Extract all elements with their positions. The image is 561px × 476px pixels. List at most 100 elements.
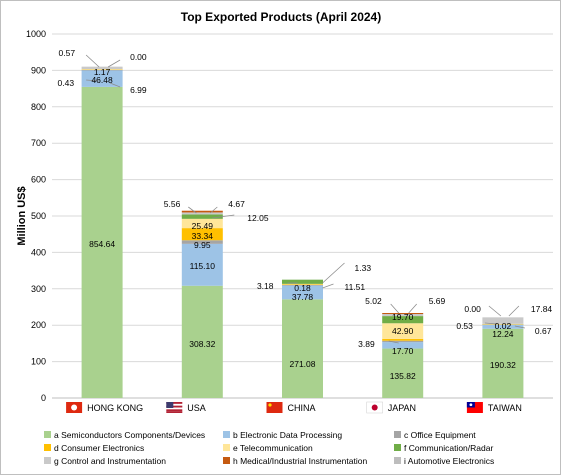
legend-label: b Electronic Data Processing xyxy=(233,430,342,440)
leader-line xyxy=(188,206,197,214)
bar-segment xyxy=(382,314,424,317)
bar-segment xyxy=(482,328,524,398)
y-tick-label: 100 xyxy=(31,357,46,367)
bar-segment xyxy=(181,228,223,241)
legend-label: g Control and Instrumentation xyxy=(54,456,166,466)
bar-segment xyxy=(282,279,323,284)
leader-line xyxy=(408,303,417,314)
data-label: 0.00 xyxy=(464,304,481,314)
us-flag-icon xyxy=(166,402,183,413)
jp-flag-icon xyxy=(366,401,383,414)
leader-line xyxy=(388,340,399,344)
tw-flag-icon xyxy=(466,402,483,413)
leader-line xyxy=(212,214,235,219)
y-tick-label: 500 xyxy=(31,211,46,221)
leader-line xyxy=(488,305,502,317)
bar-segment xyxy=(382,338,424,341)
data-label: 854.64 xyxy=(89,239,115,249)
bar-segment xyxy=(81,69,123,71)
cn-flag-icon xyxy=(266,402,283,413)
bar-segment xyxy=(482,323,524,325)
bar-segment xyxy=(382,312,424,315)
leader-line xyxy=(109,82,121,88)
leader-line xyxy=(514,325,525,329)
bar-segment xyxy=(482,324,524,329)
leader-line xyxy=(322,262,345,284)
bar-segment xyxy=(382,316,424,324)
legend-swatch xyxy=(223,457,230,464)
y-tick-label: 700 xyxy=(31,138,46,148)
leader-line xyxy=(390,303,399,314)
leader-line xyxy=(508,305,520,317)
data-label: 115.10 xyxy=(190,261,216,271)
data-label: 0.67 xyxy=(535,326,552,336)
bar-segment xyxy=(282,283,323,285)
legend-swatch xyxy=(394,457,401,464)
data-label: 9.95 xyxy=(194,240,211,250)
data-label: 190.32 xyxy=(490,360,516,370)
bar-segment xyxy=(81,86,123,398)
y-tick-label: 900 xyxy=(31,65,46,75)
data-label: 308.32 xyxy=(189,339,215,349)
bar-segment xyxy=(81,69,123,70)
data-label: 4.67 xyxy=(228,199,245,209)
data-label: 3.18 xyxy=(257,281,274,291)
data-label: 6.99 xyxy=(130,85,147,95)
bar-segment xyxy=(282,284,323,285)
data-label: 3.89 xyxy=(358,339,375,349)
data-label: 25.49 xyxy=(192,221,214,231)
legend-swatch xyxy=(394,444,401,451)
data-label: 0.57 xyxy=(59,48,76,58)
data-label: 33.34 xyxy=(192,231,214,241)
bar-segment xyxy=(382,340,424,343)
data-label: 17.84 xyxy=(531,304,553,314)
y-tick-label: 1000 xyxy=(26,29,46,39)
y-tick-label: 400 xyxy=(31,247,46,257)
bar-segment xyxy=(181,210,223,213)
leader-line xyxy=(85,54,100,68)
bar-segment xyxy=(181,218,223,229)
data-label: 1.17 xyxy=(94,67,111,77)
legend-swatch xyxy=(223,444,230,451)
chart-title: Top Exported Products (April 2024) xyxy=(181,10,381,24)
bar-segment xyxy=(81,69,123,87)
y-axis-label: Million US$ xyxy=(16,186,28,245)
bar-segment xyxy=(482,317,524,324)
x-tick-label: JAPAN xyxy=(388,403,416,413)
y-tick-label: 200 xyxy=(31,320,46,330)
y-tick-label: 800 xyxy=(31,102,46,112)
legend-swatch xyxy=(223,431,230,438)
x-tick-label: TAIWAN xyxy=(488,403,522,413)
bar-segment xyxy=(181,214,223,219)
data-label: 19.70 xyxy=(392,312,414,322)
leader-line xyxy=(86,79,100,82)
data-label: 0.02 xyxy=(495,321,512,331)
bar-segment xyxy=(81,66,123,70)
data-label: 5.56 xyxy=(164,199,181,209)
legend-label: c Office Equipment xyxy=(404,430,476,440)
leader-line xyxy=(322,283,334,289)
legend-swatch xyxy=(44,431,51,438)
legend-swatch xyxy=(44,444,51,451)
data-label: 12.05 xyxy=(247,213,269,223)
x-tick-label: CHINA xyxy=(288,403,316,413)
legend-label: e Telecommunication xyxy=(233,443,313,453)
bar-segment xyxy=(181,240,223,244)
bar-segment xyxy=(382,348,424,398)
bar-segment xyxy=(382,323,424,339)
legend-swatch xyxy=(44,457,51,464)
bar-segment xyxy=(382,342,424,349)
data-label: 12.24 xyxy=(492,329,514,339)
data-label: 0.53 xyxy=(456,321,473,331)
data-label: 5.69 xyxy=(429,296,446,306)
x-tick-label: USA xyxy=(187,403,206,413)
data-label: 135.82 xyxy=(390,371,416,381)
data-label: 0.00 xyxy=(130,52,147,62)
bar-segment xyxy=(282,285,323,300)
bar-segment xyxy=(282,299,323,398)
data-label: 0.18 xyxy=(294,283,311,293)
data-label: 17.70 xyxy=(392,346,414,356)
x-tick-label: HONG KONG xyxy=(87,403,143,413)
